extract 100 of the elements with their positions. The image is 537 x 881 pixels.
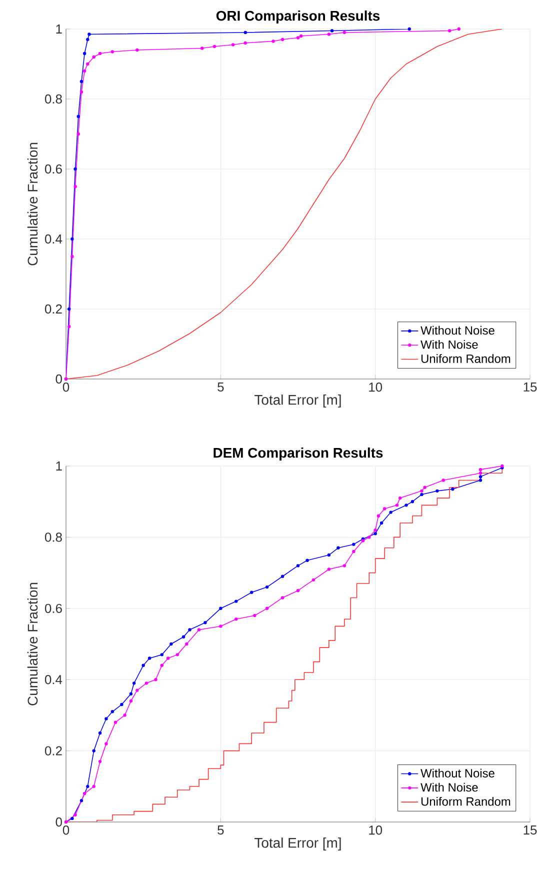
point xyxy=(312,578,316,582)
point xyxy=(327,32,331,36)
point xyxy=(70,816,74,820)
point xyxy=(129,699,133,703)
point xyxy=(68,307,71,311)
y-tick-label: 0.6 xyxy=(44,604,62,613)
point xyxy=(327,568,331,571)
y-tick-label: 0.4 xyxy=(44,675,62,684)
point xyxy=(74,184,77,188)
point xyxy=(280,38,284,42)
point xyxy=(86,38,90,42)
point xyxy=(231,43,235,46)
x-tick-label: 15 xyxy=(524,826,537,835)
y-tick-label: 0.2 xyxy=(44,304,62,314)
point xyxy=(296,589,300,592)
legend-label: Uniform Random xyxy=(421,354,510,363)
point xyxy=(74,167,77,171)
point xyxy=(110,710,114,714)
point xyxy=(342,30,346,34)
point xyxy=(265,585,269,589)
point xyxy=(352,550,356,554)
point xyxy=(82,69,86,73)
point xyxy=(76,132,80,136)
point xyxy=(176,653,179,656)
legend-label: With Noise xyxy=(420,782,478,792)
point xyxy=(104,717,108,720)
point xyxy=(296,36,300,40)
y-tick-label: 1 xyxy=(56,24,62,34)
x-tick-label: 10 xyxy=(369,826,382,835)
point xyxy=(76,114,80,118)
point xyxy=(219,624,222,628)
point xyxy=(244,30,248,34)
point xyxy=(327,553,331,557)
point xyxy=(380,521,384,525)
point xyxy=(374,528,377,532)
y-tick-label: 0.6 xyxy=(44,164,62,174)
point xyxy=(82,792,86,796)
point xyxy=(478,472,482,475)
point xyxy=(188,628,192,632)
point xyxy=(88,32,91,36)
point xyxy=(82,52,86,56)
point xyxy=(420,489,424,493)
point xyxy=(185,642,188,646)
point xyxy=(420,492,424,496)
point xyxy=(404,504,408,507)
point xyxy=(170,642,173,646)
point xyxy=(408,27,411,31)
y-tick-label: 0 xyxy=(56,817,62,827)
point xyxy=(442,478,445,482)
point xyxy=(457,27,460,31)
point xyxy=(154,678,158,682)
point xyxy=(136,688,139,692)
point xyxy=(330,29,334,32)
point xyxy=(478,475,482,478)
point xyxy=(92,55,96,59)
point xyxy=(478,468,482,472)
point xyxy=(92,784,96,788)
x-tick-label: 0 xyxy=(62,382,70,392)
point xyxy=(374,532,377,536)
point xyxy=(110,50,114,54)
point xyxy=(114,720,118,724)
y-tick-label: 0.4 xyxy=(44,234,62,244)
point xyxy=(160,653,164,656)
point xyxy=(296,564,300,568)
y-axis-title: Cumulative Fraction xyxy=(27,582,38,706)
point xyxy=(352,542,356,546)
point xyxy=(80,90,84,94)
point xyxy=(160,664,164,667)
point xyxy=(451,488,454,491)
x-tick-label: 5 xyxy=(218,826,224,835)
point xyxy=(98,731,102,735)
point xyxy=(70,254,74,258)
point xyxy=(398,496,402,500)
point xyxy=(120,702,124,706)
y-tick-label: 0.2 xyxy=(44,746,62,756)
x-tick-label: 0 xyxy=(62,826,70,835)
x-tick-label: 5 xyxy=(218,382,224,392)
point xyxy=(368,536,371,539)
point xyxy=(280,574,284,578)
point xyxy=(478,478,482,482)
point xyxy=(300,34,303,38)
y-tick-label: 1 xyxy=(56,462,62,470)
point xyxy=(182,635,186,638)
point xyxy=(68,324,71,328)
legend-label: With Noise xyxy=(420,340,478,349)
point xyxy=(219,606,222,610)
point xyxy=(200,46,204,50)
point xyxy=(86,62,90,66)
point xyxy=(234,617,238,621)
point xyxy=(98,52,102,56)
point xyxy=(104,742,108,746)
point xyxy=(129,692,133,696)
x-tick-label: 10 xyxy=(369,382,382,392)
legend-label: Uniform Random xyxy=(421,796,510,806)
y-tick-label: 0.8 xyxy=(44,94,62,104)
point xyxy=(142,664,145,667)
point xyxy=(336,546,340,550)
x-axis-title: Total Error [m] xyxy=(254,394,341,408)
point xyxy=(244,41,248,45)
y-tick-label: 0.8 xyxy=(44,532,62,542)
